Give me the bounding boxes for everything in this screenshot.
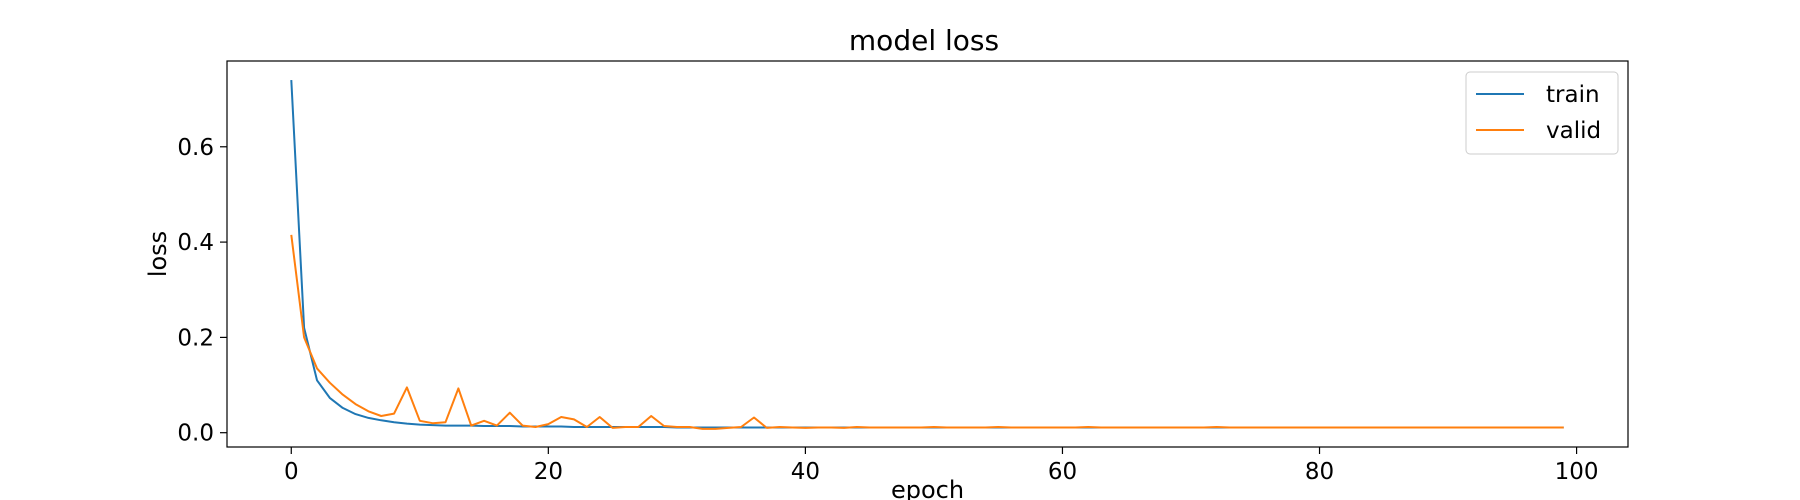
x-axis-label: epoch [891, 476, 964, 500]
x-tick-label: 0 [284, 459, 299, 485]
series-layer [290, 80, 1564, 430]
plot-area [226, 60, 1629, 448]
y-tick-label: 0.4 [177, 230, 214, 256]
series-line-valid [290, 234, 1564, 430]
legend-box [1465, 71, 1619, 155]
x-tick-label: 100 [1555, 459, 1599, 485]
series-line-train [290, 80, 1564, 429]
x-tick-label: 60 [1048, 459, 1077, 485]
legend-label-train: train [1546, 82, 1600, 108]
x-tick-label: 40 [791, 459, 820, 485]
y-tick-label: 0.2 [177, 325, 214, 351]
chart-title: model loss [849, 24, 999, 57]
y-tick-label: 0.0 [177, 421, 214, 447]
axis-ticks: 0 20 40 60 80 100 0.0 0.2 0.4 0.6 [177, 135, 1598, 485]
plot-frame [226, 60, 1629, 448]
y-tick-label: 0.6 [177, 135, 214, 161]
legend: train valid [1465, 71, 1619, 155]
x-tick-label: 80 [1305, 459, 1334, 485]
legend-label-valid: valid [1546, 118, 1601, 144]
x-tick-label: 20 [534, 459, 563, 485]
y-axis-label: loss [144, 231, 172, 277]
